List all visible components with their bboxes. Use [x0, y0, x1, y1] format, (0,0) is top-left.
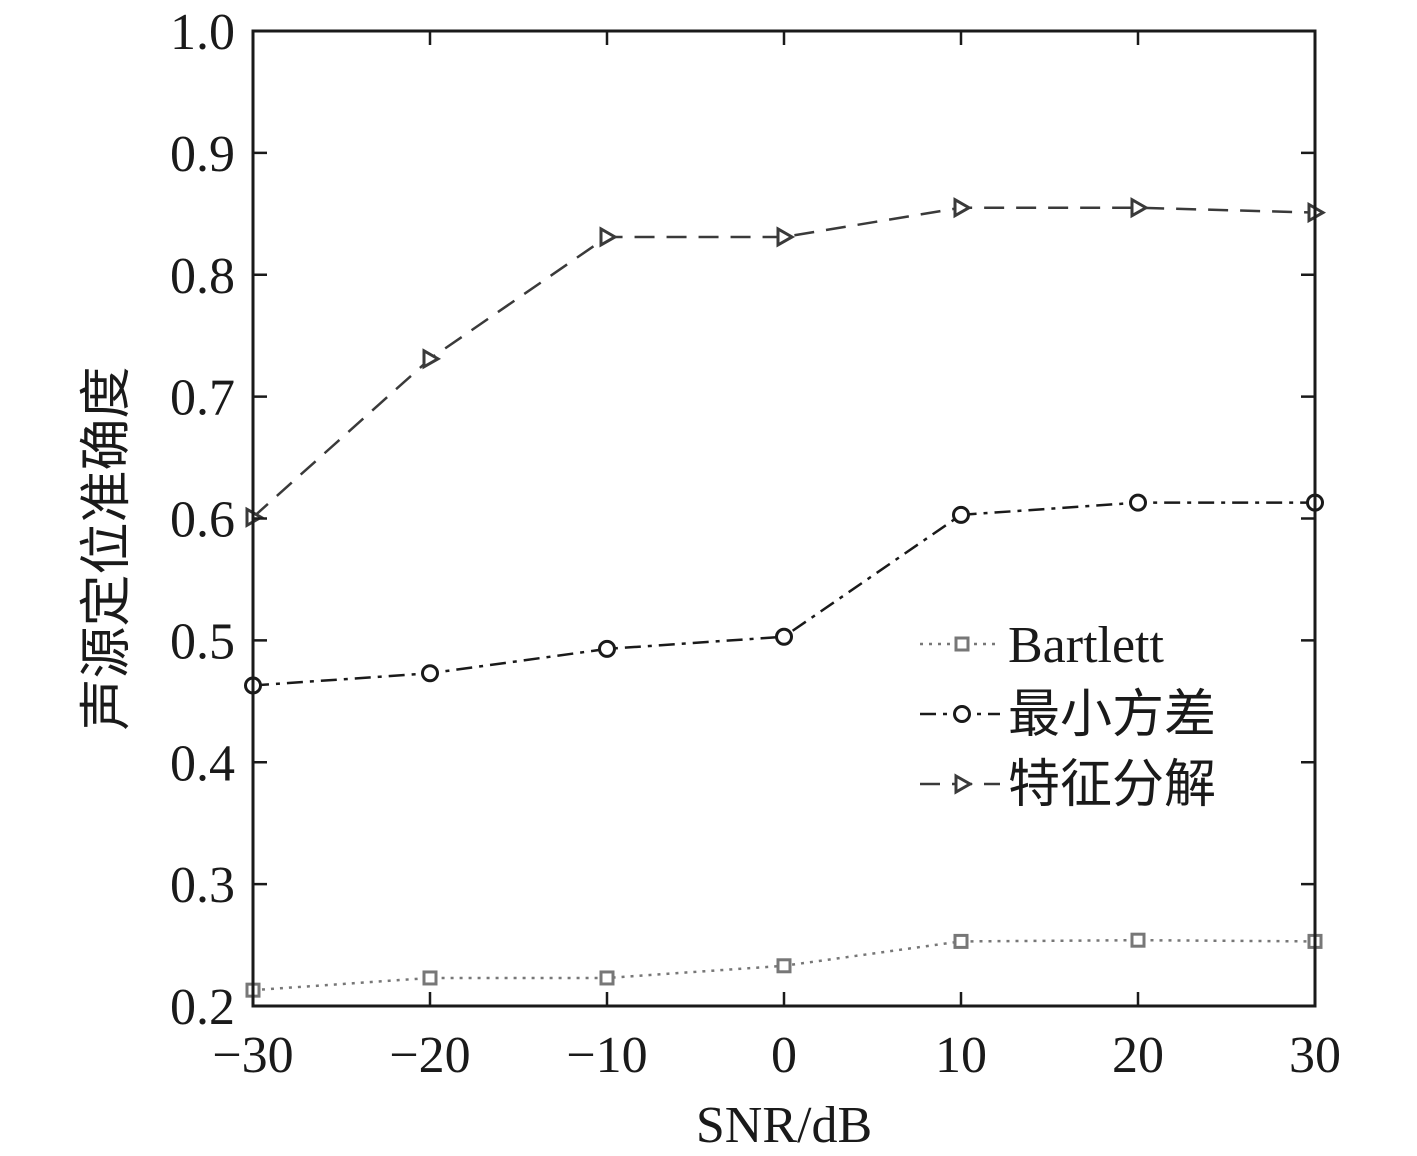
y-tick-label: 1.0: [170, 4, 235, 61]
legend-item: 特征分解: [920, 757, 1216, 814]
legend-marker: [954, 773, 974, 795]
x-tick-label: −30: [212, 1027, 293, 1084]
x-tick-label: 10: [935, 1027, 987, 1084]
ticks: −30 −20 −10 0 10 20 30 0.2 0.3 0.4 0.5 0.6 0.7 0.8 0.9…: [170, 4, 1341, 1084]
data-point: [775, 627, 793, 646]
legend-marker: [953, 705, 971, 723]
data-point: [1130, 932, 1146, 948]
series-line: [252, 206, 1316, 519]
axes: [251, 29, 1317, 1008]
x-axis-title: SNR/dB: [696, 1097, 872, 1154]
x-tick-label: −10: [566, 1027, 647, 1084]
data-point: [1130, 197, 1150, 219]
data-point: [598, 639, 616, 658]
x-tick-label: 30: [1289, 1027, 1341, 1084]
plot-layer: [244, 197, 1327, 998]
y-tick-label: 0.6: [170, 492, 235, 549]
x-tick-label: 20: [1112, 1027, 1164, 1084]
data-point: [1129, 493, 1147, 512]
y-tick-label: 0.7: [170, 370, 235, 427]
legend-item: 最小方差: [920, 687, 1216, 744]
y-tick-label: 0.4: [170, 735, 235, 792]
series-1: [245, 932, 1323, 998]
legend-item: Bartlett: [920, 617, 1165, 674]
data-point: [776, 226, 796, 248]
data-point: [952, 505, 970, 524]
plot-frame: [251, 29, 1317, 1008]
data-point: [422, 970, 438, 986]
legend-label: Bartlett: [1008, 617, 1165, 674]
data-point: [421, 664, 439, 683]
y-tick-label: 0.9: [170, 126, 235, 183]
y-tick-label: 0.2: [170, 979, 235, 1036]
x-tick-label: 0: [771, 1027, 797, 1084]
data-point: [953, 933, 969, 949]
legend-marker: [954, 636, 970, 652]
data-point: [422, 348, 442, 370]
legend-label: 最小方差: [1008, 687, 1216, 744]
y-tick-label: 0.5: [170, 613, 235, 670]
y-axis-title: 声源定位准确度: [79, 366, 136, 730]
data-point: [776, 958, 792, 974]
x-tick-label: −20: [389, 1027, 470, 1084]
series-3: [245, 197, 1327, 528]
y-tick-label: 0.3: [170, 857, 235, 914]
series-2: [244, 493, 1324, 695]
y-tick-label: 0.8: [170, 248, 235, 305]
data-point: [599, 970, 615, 986]
data-point: [599, 226, 619, 248]
legend-label: 特征分解: [1008, 757, 1216, 814]
data-point: [953, 197, 973, 219]
